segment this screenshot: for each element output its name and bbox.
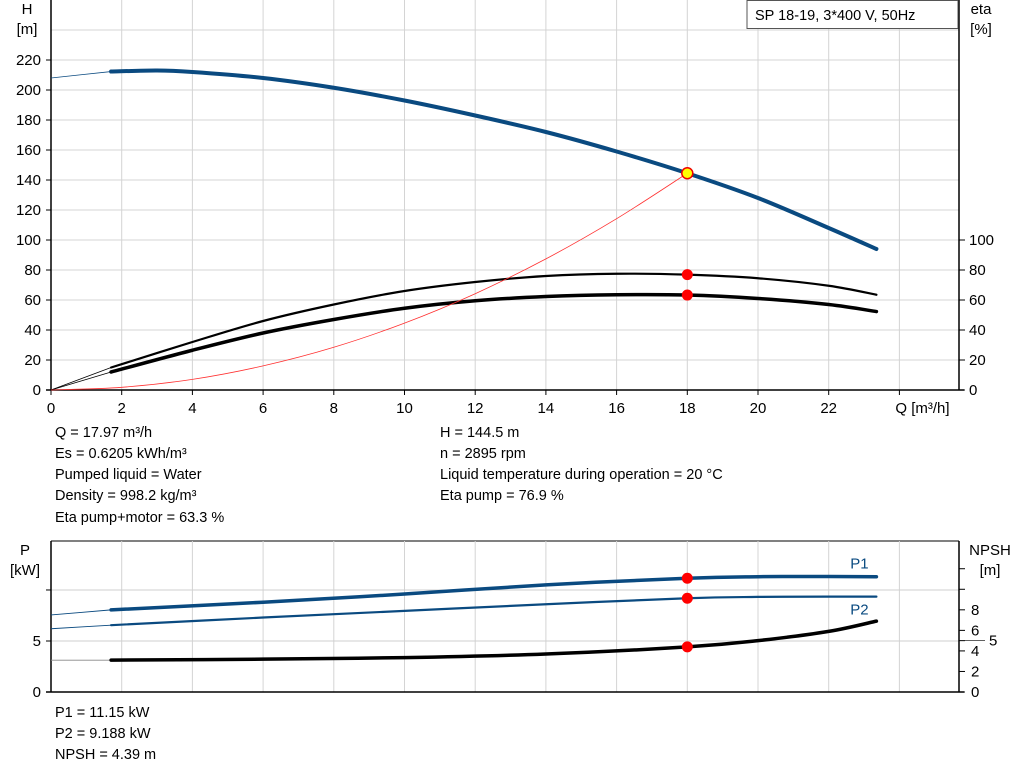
curve-system_curve: [50, 172, 688, 391]
operating-point: [681, 167, 694, 180]
y-tick-label: 40: [24, 322, 41, 339]
y-axis-unit: [kW]: [10, 562, 40, 579]
curve-P2-extrapolated: [50, 624, 112, 630]
operating-point: [681, 269, 693, 281]
y2-tick-label: 60: [969, 292, 986, 309]
y-tick-label: 180: [16, 112, 41, 129]
x-tick-label: 4: [188, 400, 196, 417]
y-tick-label: 220: [16, 52, 41, 69]
info-n: n = 2895 rpm: [440, 446, 526, 462]
x-tick-label: 18: [679, 400, 696, 417]
curve-eta_pump-extrapolated: [50, 367, 112, 391]
x-tick-label: 20: [750, 400, 767, 417]
y2-tick-label: 2: [971, 663, 979, 680]
y2-tick-label: 5: [989, 633, 997, 650]
y2-axis-label: NPSH: [969, 542, 1011, 559]
curve-H-extrapolated: [50, 71, 112, 79]
curve-eta_pump_motor: [109, 292, 879, 374]
y-tick-label: 5: [33, 633, 41, 650]
info-temp: Liquid temperature during operation = 20…: [440, 467, 723, 483]
x-tick-label: 6: [259, 400, 267, 417]
y2-tick-label: 6: [971, 622, 979, 639]
x-tick-label: 2: [118, 400, 126, 417]
info-p1: P1 = 11.15 kW: [55, 705, 150, 721]
x-tick-label: 14: [538, 400, 555, 417]
curve-P1: [109, 574, 879, 612]
y-tick-label: 0: [33, 382, 41, 399]
y2-tick-label: 8: [971, 602, 979, 619]
y-axis-label: P: [20, 542, 30, 559]
info-density: Density = 998.2 kg/m³: [55, 488, 197, 504]
curve-P1-extrapolated: [50, 609, 112, 616]
x-tick-label: 8: [330, 400, 338, 417]
y-tick-label: 0: [33, 684, 41, 701]
curve-H: [109, 68, 879, 251]
x-tick-label: 16: [608, 400, 625, 417]
y-tick-label: 160: [16, 142, 41, 159]
y2-tick-label: 0: [969, 382, 977, 399]
curve-NPSH: [109, 619, 879, 662]
x-tick-label: 22: [820, 400, 837, 417]
y2-axis-unit: [m]: [980, 562, 1001, 579]
operating-point: [681, 641, 693, 653]
chart-title: SP 18-19, 3*400 V, 50Hz: [755, 8, 915, 24]
curve-eta_pump: [109, 272, 878, 369]
y-tick-label: 20: [24, 352, 41, 369]
info-p2: P2 = 9.188 kW: [55, 726, 151, 742]
curve-eta_pump_motor-extrapolated: [50, 371, 112, 391]
y2-tick-label: 0: [971, 684, 979, 701]
operating-point: [681, 572, 693, 584]
y-axis-unit: [m]: [17, 21, 38, 38]
operating-point: [681, 592, 693, 604]
info-liquid: Pumped liquid = Water: [55, 467, 202, 483]
x-axis-label: Q [m³/h]: [895, 400, 949, 417]
info-es: Es = 0.6205 kWh/m³: [55, 446, 187, 462]
x-tick-label: 12: [467, 400, 484, 417]
info-q: Q = 17.97 m³/h: [55, 425, 153, 441]
y-tick-label: 60: [24, 292, 41, 309]
y-tick-label: 200: [16, 82, 41, 99]
x-tick-label: 0: [47, 400, 55, 417]
curve-P2: [109, 595, 878, 627]
legend-box: [746, 0, 959, 29]
info-eta-pump-motor: Eta pump+motor = 63.3 %: [55, 510, 225, 526]
y-tick-label: 80: [24, 262, 41, 279]
y2-tick-label: 100: [969, 232, 994, 249]
y2-tick-label: 80: [969, 262, 986, 279]
y-tick-label: 120: [16, 202, 41, 219]
series-label-P2: P2: [850, 602, 868, 619]
y2-tick-label: 4: [971, 643, 979, 660]
info-eta-pump: Eta pump = 76.9 %: [440, 488, 564, 504]
y2-axis-label: eta: [971, 1, 993, 18]
info-npsh: NPSH = 4.39 m: [55, 747, 157, 763]
operating-point: [681, 289, 693, 301]
info-h: H = 144.5 m: [440, 425, 520, 441]
y-tick-label: 140: [16, 172, 41, 189]
y-axis-label: H: [22, 1, 33, 18]
series-label-P1: P1: [850, 556, 868, 573]
y2-axis-unit: [%]: [970, 21, 992, 38]
y2-tick-label: 40: [969, 322, 986, 339]
y-tick-label: 100: [16, 232, 41, 249]
y2-tick-label: 20: [969, 352, 986, 369]
x-tick-label: 10: [396, 400, 413, 417]
